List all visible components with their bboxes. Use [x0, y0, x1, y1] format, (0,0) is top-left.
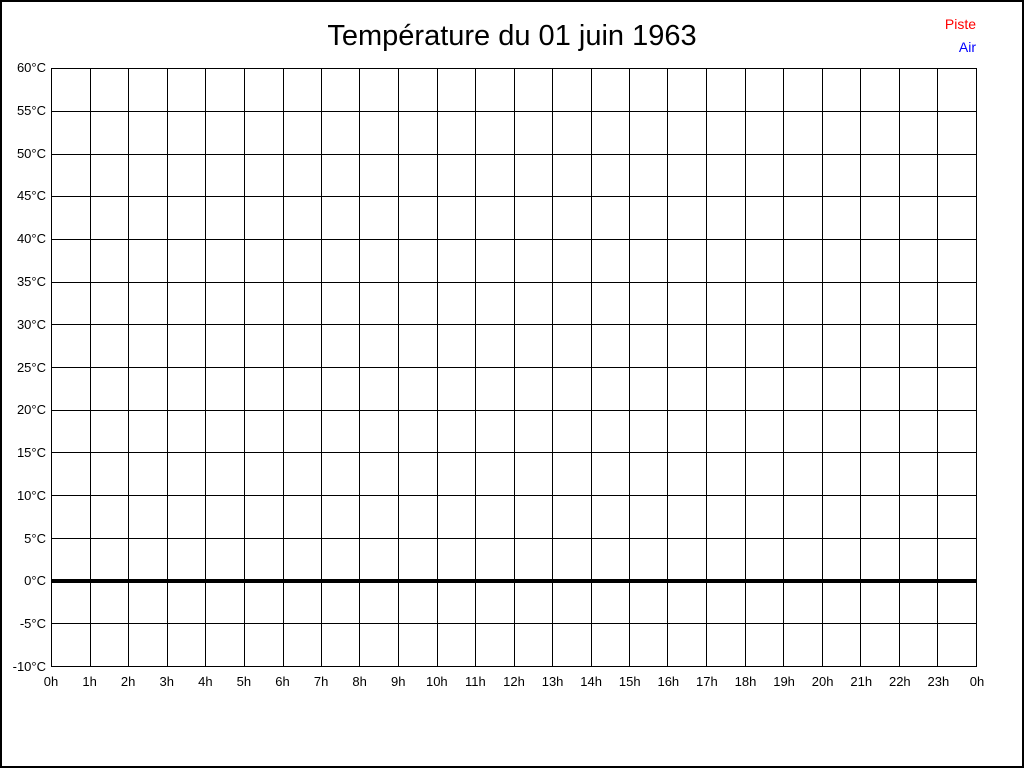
x-tick-label: 1h — [82, 674, 97, 689]
x-tick-label: 13h — [541, 674, 564, 689]
x-tick-label: 20h — [811, 674, 834, 689]
gridline-vertical — [128, 69, 130, 666]
y-tick-label: 40°C — [16, 231, 46, 247]
gridline-vertical — [629, 69, 630, 666]
x-tick-label: 19h — [773, 674, 795, 689]
gridline-vertical — [937, 69, 938, 666]
y-tick-label: -10°C — [12, 659, 46, 674]
gridline-vertical — [398, 69, 399, 666]
x-tick-label: 4h — [198, 674, 213, 689]
y-tick-label: 0°C — [24, 573, 46, 589]
gridline-vertical — [744, 69, 746, 666]
y-tick-label: -5°C — [19, 616, 46, 632]
gridline-vertical — [282, 69, 284, 666]
x-tick-label: 21h — [850, 674, 873, 689]
x-tick-label: 17h — [696, 674, 718, 689]
x-tick-label: 15h — [618, 674, 641, 689]
gridline-vertical — [359, 69, 361, 666]
x-tick-label: 12h — [503, 674, 525, 689]
chart-title: Température du 01 juin 1963 — [327, 20, 697, 52]
gridline-vertical — [244, 69, 245, 666]
gridline-vertical — [898, 69, 900, 666]
y-tick-label: 45°C — [16, 188, 46, 204]
gridline-vertical — [860, 69, 861, 666]
y-tick-label: 5°C — [24, 530, 46, 546]
y-tick-label: 20°C — [16, 402, 46, 418]
gridline-vertical — [667, 69, 669, 666]
x-tick-label: 5h — [236, 674, 252, 689]
x-tick-label: 18h — [734, 674, 757, 689]
legend-item-air: Air — [958, 39, 976, 55]
y-tick-label: 50°C — [16, 145, 46, 161]
gridline-vertical — [205, 69, 207, 666]
y-tick-label: 10°C — [16, 487, 46, 503]
zero-degree-baseline — [52, 578, 976, 583]
x-tick-label: 0h — [969, 674, 985, 689]
gridline-vertical — [590, 69, 592, 666]
gridline-vertical — [821, 69, 823, 666]
x-tick-label: 6h — [275, 674, 290, 689]
x-tick-label: 14h — [580, 674, 603, 689]
x-tick-label: 11h — [465, 674, 486, 689]
x-tick-label: 3h — [159, 674, 174, 689]
x-tick-label: 16h — [657, 674, 680, 689]
y-tick-label: 15°C — [16, 445, 46, 461]
gridline-vertical — [706, 69, 707, 666]
y-tick-label: 25°C — [16, 359, 46, 375]
x-tick-label: 10h — [425, 674, 448, 689]
x-tick-label: 8h — [352, 674, 367, 689]
x-tick-label: 23h — [927, 674, 950, 689]
legend-item-piste: Piste — [944, 16, 976, 32]
gridline-vertical — [436, 69, 438, 666]
x-tick-label: 22h — [888, 674, 911, 689]
y-tick-label: 60°C — [16, 60, 46, 75]
x-tick-label: 9h — [391, 674, 406, 689]
y-tick-label: 55°C — [16, 102, 46, 118]
x-tick-label: 7h — [313, 674, 329, 689]
gridline-vertical — [513, 69, 515, 666]
x-axis-labels: 0h 1h 2h 3h 4h 5h 6h 7h 8h 9h 10h 11h 12h 13h 14h 15h 16… — [44, 674, 984, 692]
y-tick-label: 35°C — [16, 273, 46, 289]
gridline-vertical — [783, 69, 784, 666]
gridline-vertical — [475, 69, 476, 666]
x-tick-label: 2h — [120, 674, 136, 689]
legend: Piste Air — [945, 13, 976, 59]
gridline-vertical — [89, 69, 91, 666]
y-tick-label: 30°C — [16, 316, 46, 332]
gridline-vertical — [167, 69, 168, 666]
plot-area — [51, 68, 977, 667]
gridline-vertical — [321, 69, 322, 666]
x-tick-label: 0h — [43, 674, 59, 689]
y-axis-labels: 60°C 55°C 50°C 45°C 40°C 35°C 30°C 25°C 20°C 15°C… — [2, 60, 46, 674]
gridline-vertical — [552, 69, 553, 666]
